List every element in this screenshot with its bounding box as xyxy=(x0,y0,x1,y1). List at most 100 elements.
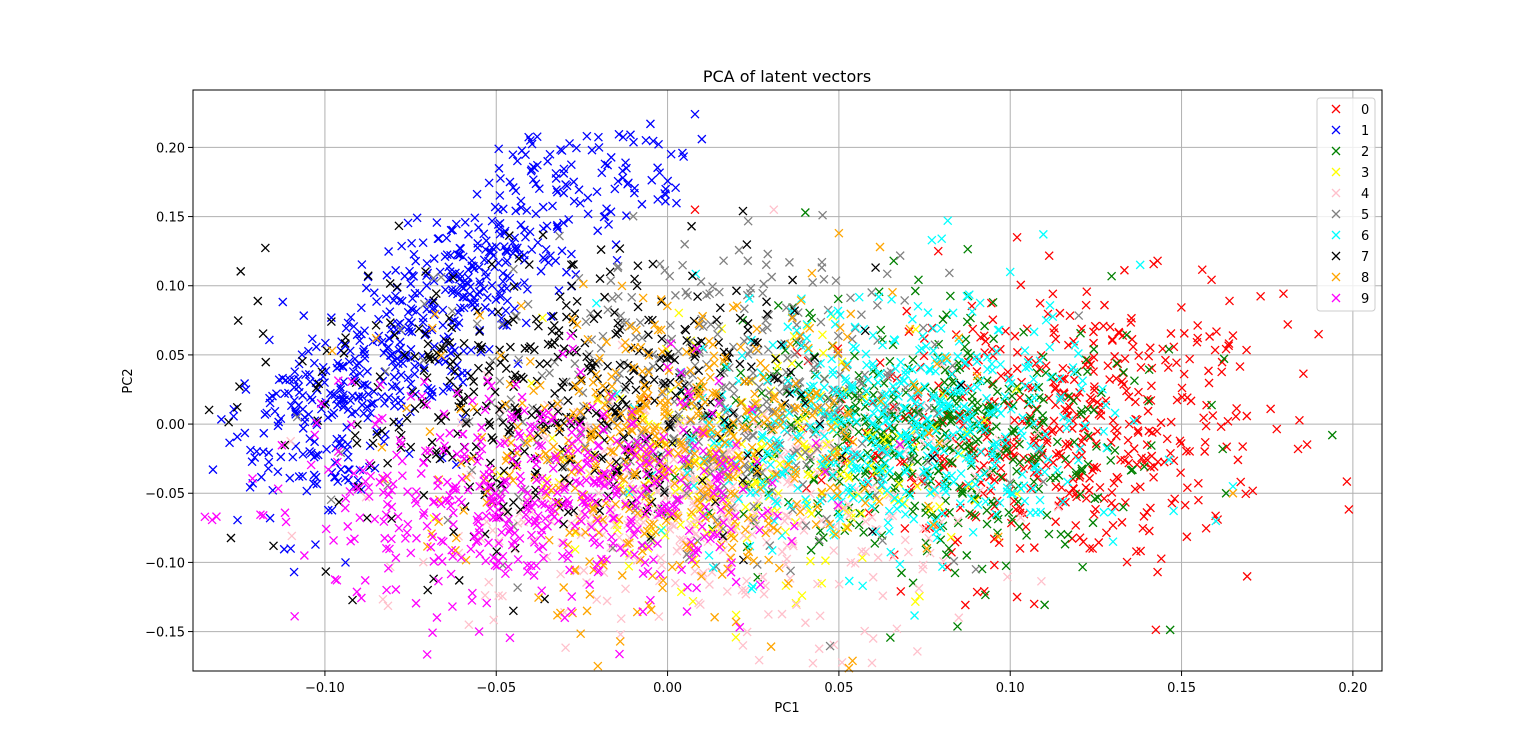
point-1 xyxy=(404,326,414,336)
point-1 xyxy=(304,369,314,379)
point-1 xyxy=(327,390,337,400)
point-1 xyxy=(258,447,268,457)
point-5 xyxy=(856,310,866,320)
point-3 xyxy=(817,330,827,340)
point-1 xyxy=(470,213,480,223)
point-5 xyxy=(714,287,724,297)
point-6 xyxy=(956,469,966,479)
point-2 xyxy=(957,487,967,497)
point-0 xyxy=(1012,232,1022,242)
point-2 xyxy=(1007,391,1017,401)
point-1 xyxy=(404,323,414,333)
point-2 xyxy=(1052,437,1062,447)
point-9 xyxy=(500,569,510,579)
point-5 xyxy=(596,343,606,353)
x-tick-label: −0.05 xyxy=(476,681,516,696)
point-4 xyxy=(799,525,809,535)
point-0 xyxy=(1055,424,1065,434)
point-9 xyxy=(290,611,300,621)
point-0 xyxy=(1065,311,1075,321)
point-1 xyxy=(479,229,489,239)
point-0 xyxy=(981,336,991,346)
point-9 xyxy=(346,536,356,546)
point-1 xyxy=(330,472,340,482)
point-0 xyxy=(938,388,948,398)
point-9 xyxy=(484,394,494,404)
point-6 xyxy=(1029,393,1039,403)
point-5 xyxy=(603,305,613,315)
point-9 xyxy=(381,510,391,520)
point-1 xyxy=(451,460,461,470)
point-7 xyxy=(253,296,263,306)
point-9 xyxy=(280,508,290,518)
point-3 xyxy=(980,415,989,425)
point-5 xyxy=(681,287,691,297)
point-1 xyxy=(551,185,561,195)
point-0 xyxy=(1127,313,1136,323)
point-4 xyxy=(606,542,616,552)
point-0 xyxy=(1152,426,1162,436)
point-0 xyxy=(1232,403,1242,413)
point-7 xyxy=(785,389,795,398)
point-8 xyxy=(752,324,762,334)
point-8 xyxy=(585,589,595,599)
point-5 xyxy=(854,377,864,387)
point-2 xyxy=(1061,454,1071,464)
point-0 xyxy=(1172,358,1181,368)
point-8 xyxy=(686,414,696,424)
point-6 xyxy=(689,481,699,491)
point-7 xyxy=(487,259,497,269)
point-6 xyxy=(976,447,986,457)
point-2 xyxy=(980,321,990,331)
point-0 xyxy=(1091,504,1101,514)
point-4 xyxy=(782,554,792,564)
point-6 xyxy=(975,298,985,308)
point-2 xyxy=(1164,344,1174,354)
point-1 xyxy=(391,265,401,275)
point-0 xyxy=(690,205,700,215)
point-1 xyxy=(396,370,406,380)
point-0 xyxy=(1026,483,1036,493)
point-0 xyxy=(1051,334,1061,344)
point-1 xyxy=(427,304,437,314)
point-3 xyxy=(818,348,828,358)
point-0 xyxy=(989,560,999,570)
point-5 xyxy=(696,277,706,287)
point-0 xyxy=(1201,421,1211,431)
point-1 xyxy=(352,360,362,370)
point-8 xyxy=(766,642,776,652)
point-7 xyxy=(531,314,541,324)
point-1 xyxy=(495,190,505,200)
point-1 xyxy=(333,477,343,487)
point-8 xyxy=(615,636,625,646)
point-7 xyxy=(454,575,464,585)
point-5 xyxy=(646,536,656,546)
point-1 xyxy=(653,194,663,204)
point-0 xyxy=(1124,392,1134,402)
point-2 xyxy=(854,520,864,530)
point-5 xyxy=(708,282,718,292)
point-0 xyxy=(1235,362,1245,372)
point-1 xyxy=(508,237,518,247)
point-1 xyxy=(484,178,494,188)
point-7 xyxy=(321,567,331,577)
point-2 xyxy=(1026,413,1036,423)
point-2 xyxy=(1042,510,1052,520)
point-1 xyxy=(618,166,628,176)
point-9 xyxy=(397,471,407,481)
point-4 xyxy=(704,580,714,589)
point-2 xyxy=(1077,406,1087,416)
point-4 xyxy=(621,584,630,594)
point-5 xyxy=(561,377,571,387)
point-7 xyxy=(348,595,357,605)
point-4 xyxy=(586,469,595,479)
point-7 xyxy=(562,312,571,322)
legend-label: 5 xyxy=(1361,208,1369,223)
point-7 xyxy=(326,317,336,327)
point-6 xyxy=(923,308,933,318)
point-1 xyxy=(498,277,508,287)
point-0 xyxy=(1080,423,1090,433)
point-2 xyxy=(805,308,815,318)
point-1 xyxy=(481,245,491,254)
point-7 xyxy=(788,275,798,285)
